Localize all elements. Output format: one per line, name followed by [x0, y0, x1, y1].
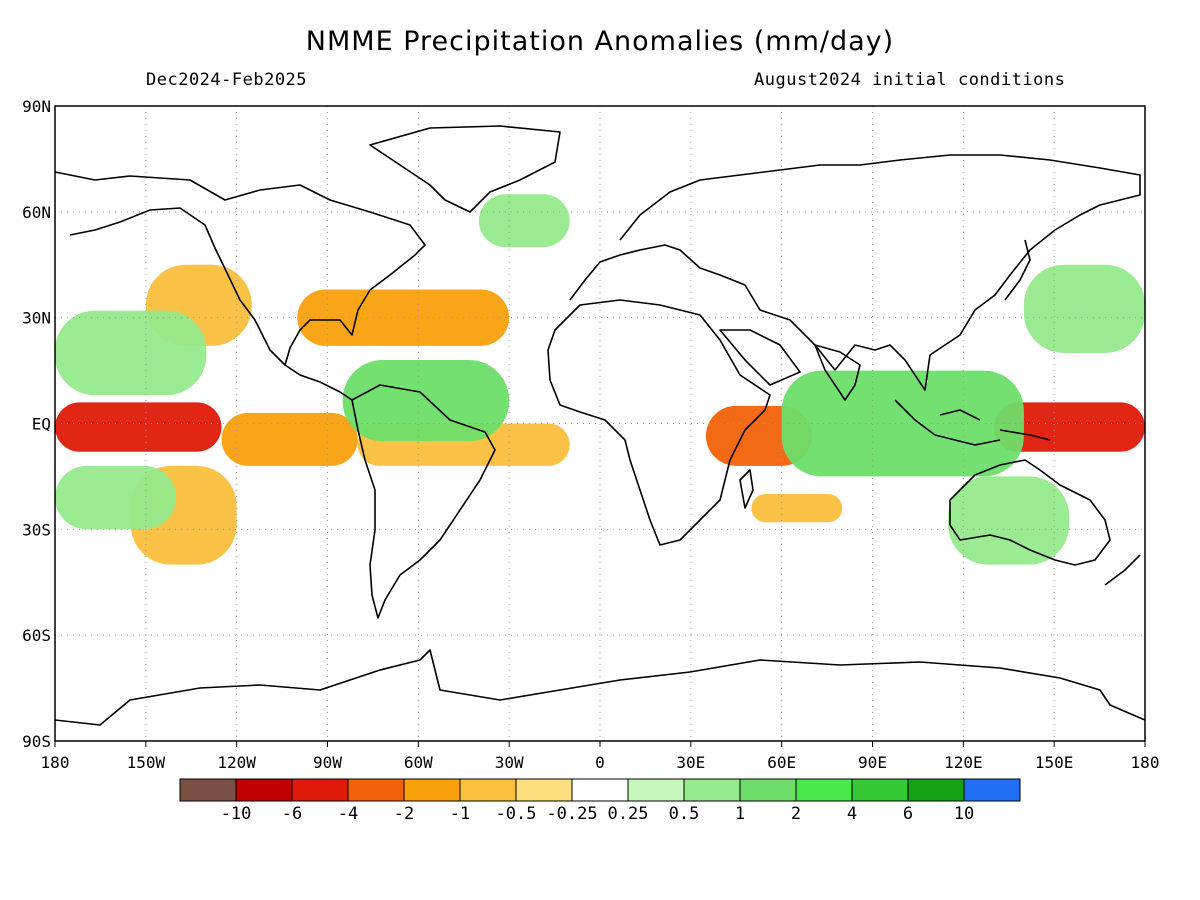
colorbar-label: -2 — [394, 804, 414, 824]
madagascar-outline — [739, 469, 754, 509]
lat-tick-label: 30S — [22, 520, 51, 539]
colorbar: -10 -6 -4 -2 -1 -0.5 -0.25 0.25 0.5 1 2 4 6 10 — [179, 778, 1021, 824]
colorbar-swatch — [291, 778, 349, 802]
colorbar-swatch — [795, 778, 853, 802]
greenland-outline — [369, 125, 561, 213]
lon-tick-label: 180 — [41, 753, 70, 772]
lat-tick-label: 60N — [22, 203, 51, 222]
lon-tick-label: 60W — [404, 753, 433, 772]
japan-outline — [1004, 239, 1031, 301]
india-outline — [814, 344, 861, 401]
anomaly-caribbean-amazon-wet — [342, 360, 510, 442]
south-america-outline — [351, 384, 496, 619]
colorbar-swatch — [459, 778, 517, 802]
anomaly-nw-pacific-wet — [1023, 264, 1145, 353]
colorbar-swatch — [739, 778, 797, 802]
anomaly-layer — [55, 194, 1145, 565]
anomaly-east-pacific-dry — [221, 412, 358, 466]
lon-tick-label: 120E — [944, 753, 983, 772]
lat-tick-label: 30N — [22, 309, 51, 328]
lon-tick-label: 30E — [676, 753, 705, 772]
new-zealand-outline — [1104, 554, 1141, 586]
forecast-period: Dec2024-Feb2025 — [146, 70, 308, 90]
anomaly-central-pacific-dry — [55, 402, 222, 452]
colorbar-swatch — [963, 778, 1021, 802]
colorbar-swatch — [627, 778, 685, 802]
anomaly-australia-wet — [948, 476, 1070, 565]
anomaly-subtropical-pacific-wet-s — [55, 465, 177, 530]
colorbar-label: -0.5 — [496, 804, 537, 824]
colorbar-swatch — [403, 778, 461, 802]
lon-tick-label: 0 — [595, 753, 605, 772]
colorbar-label: 10 — [954, 804, 974, 824]
africa-outline — [547, 299, 771, 546]
colorbar-label: 6 — [903, 804, 913, 824]
colorbar-label: 4 — [847, 804, 857, 824]
asia-outline — [619, 154, 1141, 391]
australia-outline — [949, 459, 1111, 566]
colorbar-swatch — [347, 778, 405, 802]
colorbar-swatch — [235, 778, 293, 802]
anomaly-south-indian-dry — [751, 494, 843, 523]
lon-tick-label: 90W — [313, 753, 342, 772]
north-america-outline — [54, 171, 426, 366]
lat-tick-label: 90N — [22, 97, 51, 116]
colorbar-swatch — [515, 778, 573, 802]
colorbar-label: -0.25 — [546, 804, 597, 824]
colorbar-label: 2 — [791, 804, 801, 824]
europe-outline — [569, 244, 746, 301]
arabia-outline — [719, 329, 801, 386]
initial-conditions: August2024 initial conditions — [754, 70, 1066, 90]
lon-tick-label: 150E — [1035, 753, 1074, 772]
map-title: NMME Precipitation Anomalies (mm/day) — [305, 26, 895, 57]
coastlines — [54, 125, 1146, 726]
lon-tick-label: 120W — [217, 753, 256, 772]
anomaly-west-pacific-dry — [993, 402, 1145, 452]
colorbar-label: 1 — [735, 804, 745, 824]
lon-tick-label: 180 — [1131, 753, 1160, 772]
longitude-tick-labels: 180 150W 120W 90W 60W 30W 0 30E 60E 90E 120E 150E 18… — [41, 741, 1160, 772]
antarctica-outline — [54, 649, 1146, 726]
colorbar-swatch — [907, 778, 965, 802]
anomaly-north-atlantic-wet — [478, 194, 570, 248]
colorbar-swatch — [683, 778, 741, 802]
colorbar-label: 0.25 — [608, 804, 649, 824]
colorbar-label: -4 — [338, 804, 358, 824]
colorbar-label: -10 — [221, 804, 252, 824]
colorbar-swatch — [179, 778, 237, 802]
lon-tick-label: 90E — [858, 753, 887, 772]
central-america-outline — [284, 364, 353, 401]
lat-tick-label: 90S — [22, 732, 51, 751]
lon-tick-label: 150W — [127, 753, 166, 772]
indonesia-outline — [894, 399, 1051, 446]
latitude-tick-labels: 90N 60N 30N EQ 30S 60S 90S — [22, 97, 51, 751]
colorbar-label: -6 — [282, 804, 302, 824]
anomaly-subtropical-pacific-wet-n — [55, 310, 207, 396]
lat-tick-label: EQ — [32, 415, 51, 434]
colorbar-label: 0.5 — [669, 804, 700, 824]
colorbar-label: -1 — [450, 804, 470, 824]
colorbar-swatch — [851, 778, 909, 802]
lat-tick-label: 60S — [22, 626, 51, 645]
colorbar-swatch — [571, 778, 629, 802]
lon-tick-label: 60E — [767, 753, 796, 772]
lon-tick-label: 30W — [495, 753, 524, 772]
